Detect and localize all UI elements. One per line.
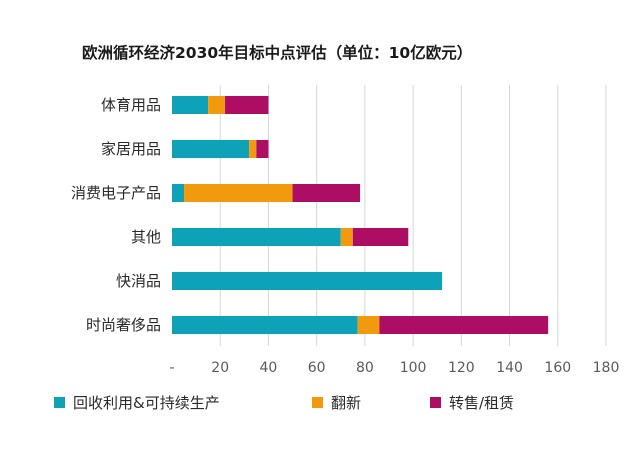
bar-segment bbox=[249, 140, 257, 158]
bar-segment bbox=[379, 316, 549, 334]
x-tick-label: 160 bbox=[544, 360, 571, 376]
legend-item-refurbish: 翻新 bbox=[312, 391, 361, 413]
x-tick-label: 20 bbox=[211, 360, 229, 376]
bar-segment bbox=[225, 96, 269, 114]
legend-label-resale: 转售/租赁 bbox=[449, 393, 515, 412]
legend-swatch-recycle bbox=[54, 396, 65, 408]
gridlines bbox=[219, 85, 607, 346]
legend-item-resale: 转售/租赁 bbox=[430, 391, 514, 413]
bar-segment bbox=[352, 228, 409, 246]
x-tick-label: 80 bbox=[356, 360, 374, 376]
x-tick-label: 100 bbox=[400, 360, 427, 376]
bar-segment bbox=[340, 228, 353, 246]
category-label: 时尚奢侈品 bbox=[86, 316, 161, 334]
bar-segment bbox=[256, 140, 269, 158]
bar-segment bbox=[357, 316, 380, 334]
legend-swatch-refurbish bbox=[312, 396, 323, 408]
legend-item-recycle: 回收利用&可持续生产 bbox=[54, 391, 220, 413]
x-tick-label: 40 bbox=[260, 360, 278, 376]
category-label: 快消品 bbox=[116, 272, 161, 290]
legend-swatch-resale bbox=[430, 396, 441, 408]
category-label: 家居用品 bbox=[101, 140, 161, 158]
category-label: 消费电子产品 bbox=[71, 184, 161, 202]
bar-segment bbox=[172, 96, 209, 114]
bar-segment bbox=[184, 184, 293, 202]
bar-segment bbox=[172, 140, 250, 158]
bar-segment bbox=[172, 272, 443, 290]
x-tick-label: 120 bbox=[448, 360, 475, 376]
bar-segment bbox=[172, 228, 341, 246]
chart-title: 欧洲循环经济2030年目标中点评估（单位：10亿欧元） bbox=[82, 44, 473, 62]
x-tick-label: - bbox=[169, 360, 174, 376]
bar-segment bbox=[292, 184, 361, 202]
category-label: 其他 bbox=[131, 228, 161, 246]
bar-segment bbox=[172, 316, 358, 334]
x-tick-label: 60 bbox=[308, 360, 326, 376]
x-tick-labels: - 20 40 60 80 100 120 140 160 180 bbox=[169, 360, 619, 376]
category-label: 体育用品 bbox=[101, 96, 161, 114]
x-tick-label: 180 bbox=[593, 360, 620, 376]
bars bbox=[172, 96, 549, 334]
x-tick-label: 140 bbox=[496, 360, 523, 376]
bar-segment bbox=[172, 184, 185, 202]
bar-segment bbox=[208, 96, 226, 114]
legend-label-refurbish: 翻新 bbox=[331, 393, 362, 412]
legend-label-recycle: 回收利用&可持续生产 bbox=[73, 393, 220, 412]
